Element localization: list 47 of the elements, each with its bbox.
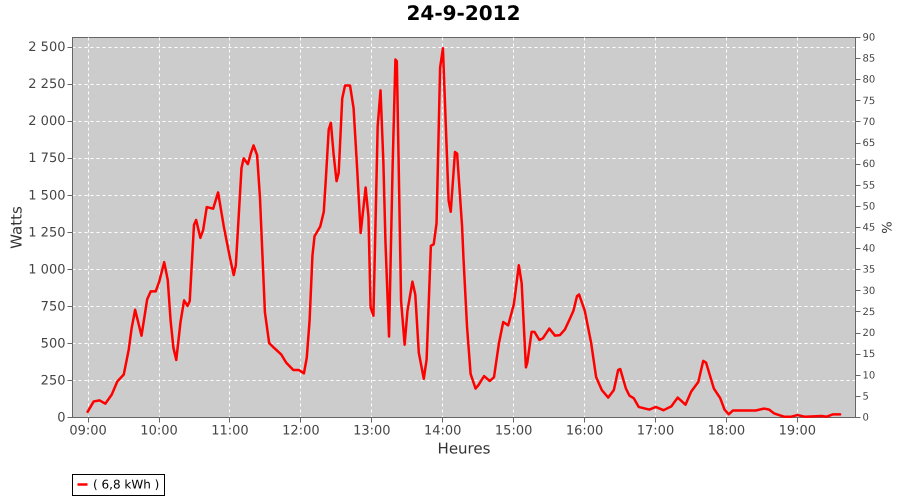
x-tick-label: 12:00 [282,424,320,438]
y-tick-label: 250 [40,373,66,388]
chart-title: 24-9-2012 [406,1,521,25]
x-tick-label: 17:00 [636,424,674,438]
x-tick-label: 13:00 [353,424,391,438]
y2-tick-label: 5 [862,391,869,402]
y2-tick-label: 45 [862,222,876,234]
y2-tick-label: 10 [862,370,876,382]
y2-tick-label: 30 [862,286,876,297]
y-axis-title: Watts [7,206,26,249]
y-tick-label: 1 750 [28,151,66,166]
y2-tick-label: 65 [862,138,876,150]
y2-tick-label: 0 [862,412,869,424]
y2-tick-label: 80 [862,74,876,86]
y-tick-label: 2 000 [28,114,66,130]
line-series [86,47,842,418]
y2-tick-label: 50 [862,201,876,212]
y2-tick-label: 85 [862,54,876,65]
x-axis-title: Heures [438,440,491,458]
x-tick-label: 16:00 [566,424,604,438]
y-tick-label: 0 [57,410,66,426]
y-tick-label: 2 250 [28,77,66,92]
x-tick-label: 10:00 [140,424,178,438]
y-tick-label: 1 000 [28,262,66,278]
x-tick-label: 14:00 [424,424,462,438]
y-tick-label: 750 [40,299,66,314]
y2-tick-label: 60 [862,159,876,170]
y-tick-label: 1 500 [28,188,66,204]
y2-tick-label: 55 [862,180,876,192]
y2-tick-label: 25 [862,306,876,318]
x-tick-label: 11:00 [211,424,249,438]
y2-tick-label: 40 [862,244,876,255]
y2-tick-label: 15 [862,349,876,360]
y2-tick-label: 90 [862,32,876,44]
y-tick-label: 500 [40,336,66,352]
x-tick-label: 18:00 [708,424,746,438]
y-tick-label: 2 500 [28,40,66,56]
y2-axis-title: % [878,221,894,234]
y2-tick-label: 70 [862,116,876,128]
y2-tick-label: 35 [862,264,876,276]
y-tick-label: 1 250 [28,225,66,240]
y2-tick-label: 20 [862,328,876,340]
x-tick-label: 19:00 [778,424,816,438]
y2-tick-label: 75 [862,96,876,107]
x-tick-label: 09:00 [69,424,107,438]
x-tick-label: 15:00 [494,424,532,438]
legend-label: ( 6,8 kWh ) [93,478,160,492]
